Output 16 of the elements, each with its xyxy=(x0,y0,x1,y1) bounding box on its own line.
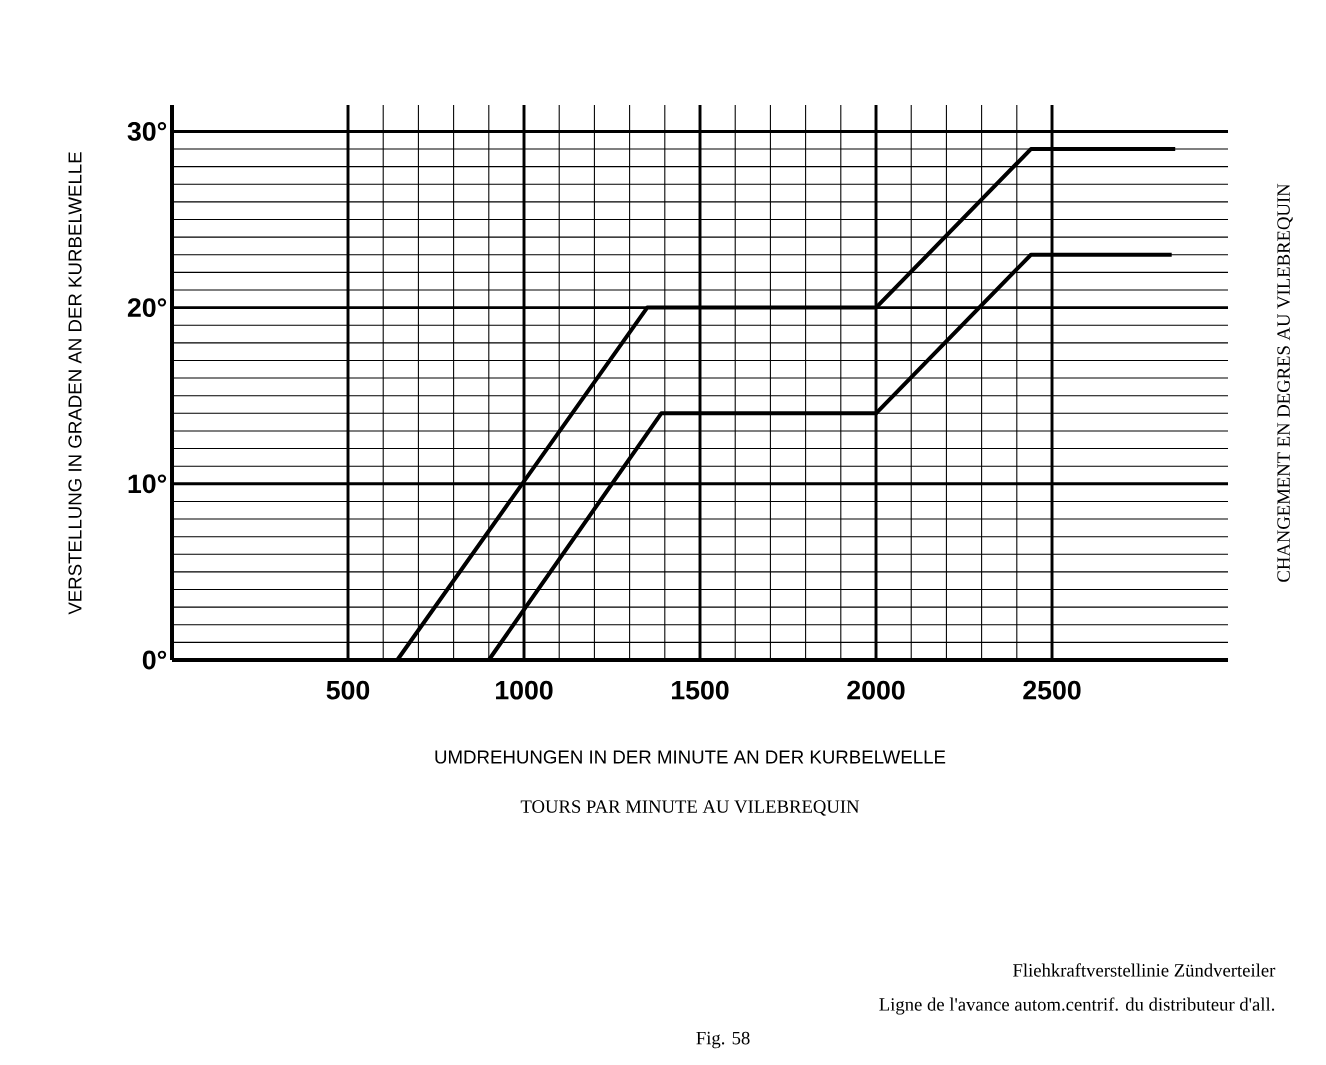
x-tick-label: 1500 xyxy=(672,680,729,700)
x-tick-label: 2000 xyxy=(847,680,905,700)
y-tick-label: 10° xyxy=(128,474,167,494)
x-tick-label: 2500 xyxy=(1023,680,1081,700)
y-tick-label: 0° xyxy=(142,650,167,670)
y-axis-title: VERSTELLUNG IN GRADEN AN DER KURBELWELLE xyxy=(68,152,82,615)
x-tick-label: 500 xyxy=(326,680,370,700)
x-axis-title: UMDREHUNGEN IN DER MINUTE AN DER KURBELWELLE xyxy=(435,750,946,764)
y-tick-label: 20° xyxy=(127,298,167,318)
text: Fliehkraftverstellinie Zündverteiler xyxy=(1013,963,1276,977)
text: TOURS PAR MINUTE AU VILEBREQUIN xyxy=(520,800,860,816)
caption: Fig. 58 xyxy=(696,1031,750,1049)
x-tick-label: 1000 xyxy=(496,680,553,700)
y-tick-label: 30° xyxy=(127,121,167,141)
text: Ligne de l'avance autom.centrif. du distributeur d'all. xyxy=(879,997,1275,1015)
y2-axis-title: CHANGEMENT EN DEGRES AU VILEBREQUIN xyxy=(1277,183,1293,582)
